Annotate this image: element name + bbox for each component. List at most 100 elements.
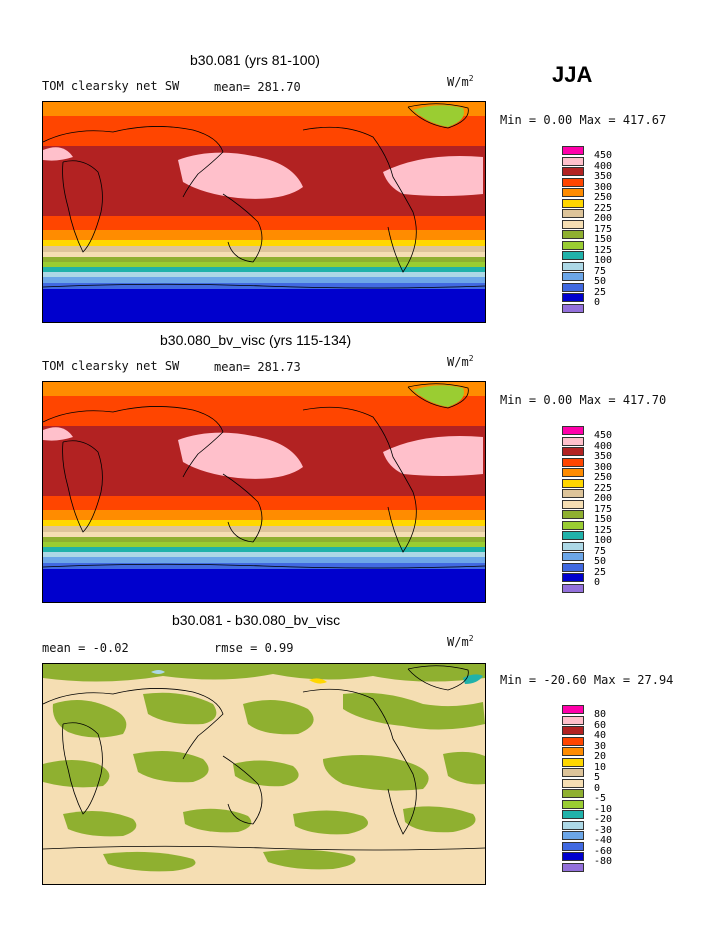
legend-label: 150 [594, 514, 613, 525]
legend-label: 60 [594, 719, 607, 731]
legend-label: 30 [594, 740, 607, 752]
legend-swatch [562, 562, 584, 572]
legend-swatch [562, 715, 584, 725]
legend-swatch [562, 552, 584, 561]
legend-label: 400 [594, 160, 613, 172]
panel-3-map [42, 663, 486, 885]
panel-3-title: b30.081 - b30.080_bv_visc [172, 612, 341, 628]
panel-2-title: b30.080_bv_visc (yrs 115-134) [160, 332, 352, 348]
panel-1-units: W/m2 [447, 74, 474, 89]
legend-swatch [562, 457, 584, 467]
legend-label: 125 [594, 244, 613, 256]
panel-1-mean: mean= 281.70 [214, 80, 301, 94]
panel-2-map-svg [43, 382, 485, 602]
legend-swatch [562, 426, 584, 435]
legend-label: 80 [594, 709, 607, 720]
legend-swatch [562, 167, 584, 176]
legend-label: 75 [594, 545, 607, 557]
legend-label: 150 [594, 234, 613, 245]
legend-label: 350 [594, 171, 613, 182]
panel-2-minmax: Min = 0.00 Max = 417.70 [500, 393, 667, 407]
legend-label: 0 [594, 782, 601, 794]
legend-label: -20 [594, 814, 613, 825]
legend-label: -80 [594, 856, 613, 867]
legend-label: 300 [594, 461, 613, 473]
legend-label: 10 [594, 761, 607, 773]
legend-swatch [562, 520, 584, 530]
legend-swatch [562, 583, 584, 593]
legend-label: -30 [594, 824, 613, 836]
panel-2-units: W/m2 [447, 354, 474, 369]
legend-swatch [562, 736, 584, 746]
panel-3-rmse: rmse = 0.99 [214, 641, 294, 655]
legend-swatch [562, 778, 584, 788]
legend-label: 25 [594, 286, 607, 298]
legend-swatch [562, 468, 584, 477]
legend-swatch [562, 177, 584, 187]
legend-swatch [562, 188, 584, 197]
legend-swatch [562, 436, 584, 446]
legend-label: 225 [594, 482, 613, 494]
panel-2-mean: mean= 281.73 [214, 360, 301, 374]
legend-label: 125 [594, 524, 613, 536]
legend-swatch [562, 303, 584, 313]
season-label: JJA [552, 62, 593, 87]
legend-label: 50 [594, 556, 607, 567]
legend-swatch [562, 831, 584, 840]
legend-label: 0 [594, 297, 601, 308]
legend-swatch [562, 747, 584, 756]
legend-label: 25 [594, 566, 607, 578]
legend-label: 200 [594, 493, 613, 504]
legend-swatch [562, 489, 584, 498]
panel-3-units: W/m2 [447, 634, 474, 649]
legend-swatch [562, 799, 584, 809]
legend-swatch [562, 810, 584, 819]
panel-3-mean: mean = -0.02 [42, 641, 129, 655]
panel-2-field-name: TOM clearsky net SW [42, 359, 180, 373]
legend-label: -10 [594, 803, 613, 815]
legend-label: 20 [594, 751, 607, 762]
legend-swatch [562, 820, 584, 830]
legend-swatch [562, 726, 584, 735]
legend-swatch [562, 209, 584, 218]
legend-label: 100 [594, 255, 613, 266]
legend-swatch [562, 261, 584, 271]
legend-label: 225 [594, 202, 613, 214]
panel-1-title: b30.081 (yrs 81-100) [190, 52, 320, 68]
legend-swatch [562, 862, 584, 872]
panel-3-map-svg [43, 664, 485, 884]
legend-swatch [562, 573, 584, 582]
legend-label: 175 [594, 503, 613, 515]
legend-swatch [562, 531, 584, 540]
legend-label: 175 [594, 223, 613, 235]
legend-swatch [562, 705, 584, 714]
legend-swatch [562, 789, 584, 798]
panel-1-minmax: Min = 0.00 Max = 417.67 [500, 113, 667, 127]
legend-swatch [562, 272, 584, 281]
panel-1-map [42, 101, 486, 323]
legend-label: -5 [594, 793, 607, 804]
legend-swatch [562, 251, 584, 260]
panel-1-field-name: TOM clearsky net SW [42, 79, 180, 93]
legend-swatch [562, 156, 584, 166]
legend-swatch [562, 198, 584, 208]
legend-swatch [562, 219, 584, 229]
legend-swatch [562, 510, 584, 519]
legend-swatch [562, 146, 584, 155]
panel-1-map-svg [43, 102, 485, 322]
legend-swatch [562, 240, 584, 250]
legend-swatch [562, 499, 584, 509]
legend-swatch [562, 768, 584, 777]
legend-label: 450 [594, 430, 613, 441]
legend-swatch [562, 541, 584, 551]
legend-label: 5 [594, 772, 601, 783]
legend-label: 400 [594, 440, 613, 452]
legend-swatch [562, 757, 584, 767]
legend-label: 200 [594, 213, 613, 224]
legend-label: 250 [594, 192, 613, 203]
legend-swatch [562, 447, 584, 456]
legend-swatch [562, 230, 584, 239]
legend-label: 450 [594, 150, 613, 161]
legend-label: 250 [594, 472, 613, 483]
legend-label: 300 [594, 181, 613, 193]
